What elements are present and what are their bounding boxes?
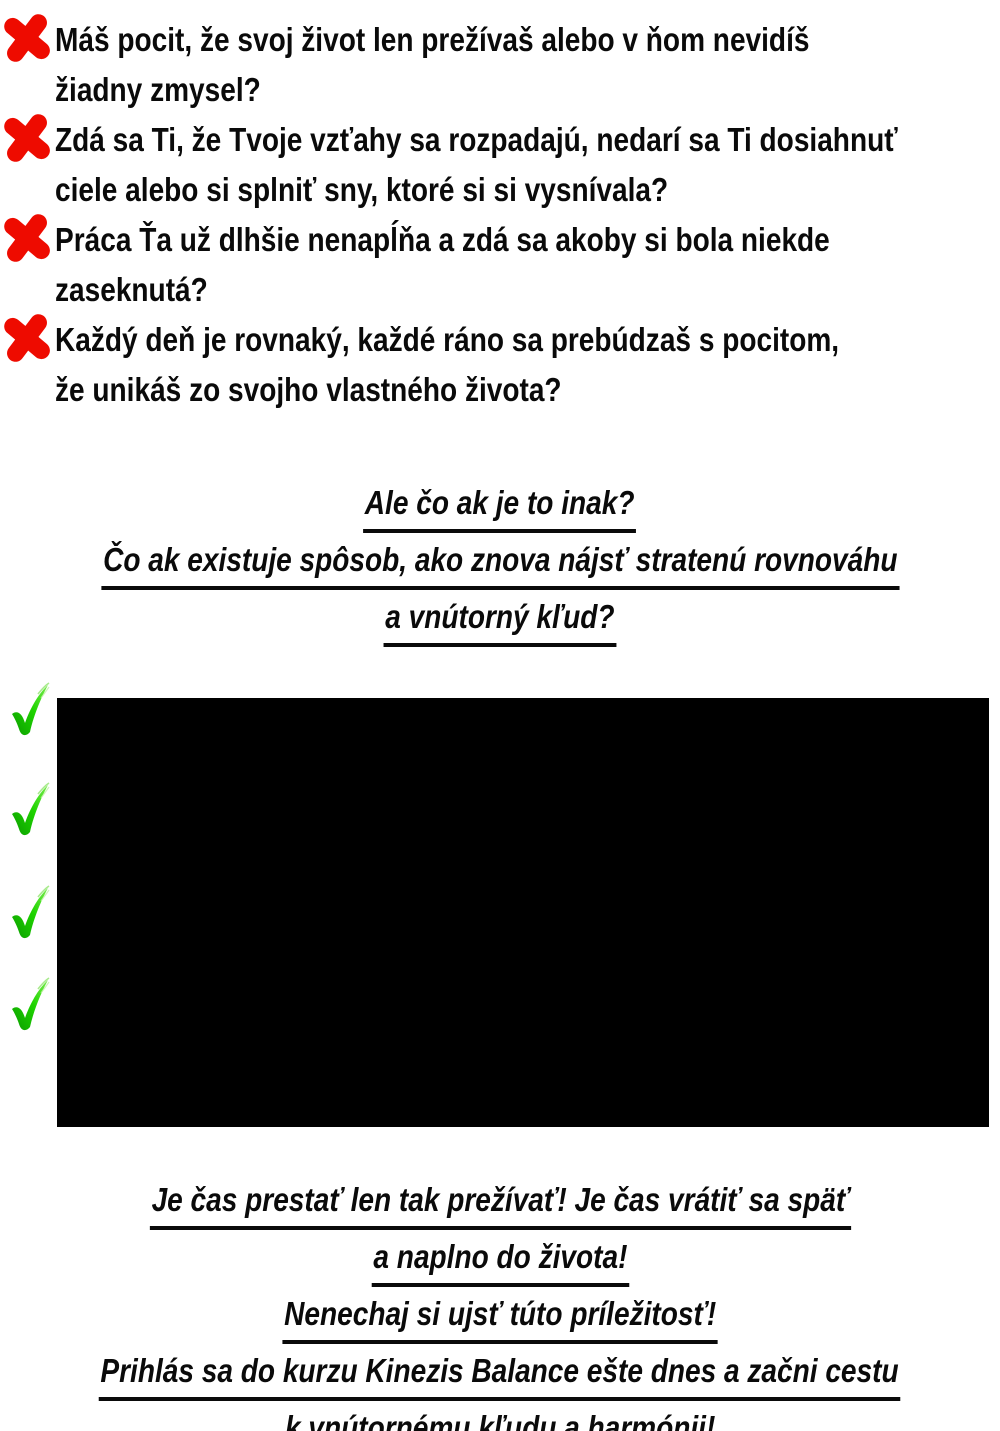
pain-point-text: Zdá sa Ti, že Tvoje vzťahy sa rozpadajú,… [55,121,898,158]
hook-line: Ale čo ak je to inak? [0,478,1000,535]
pain-point-text: Každý deň je rovnaký, každé ráno sa preb… [55,321,840,358]
cta-line: Prihlás sa do kurzu Kinezis Balance ešte… [0,1346,1000,1403]
red-cross-icon [4,14,50,62]
pain-point-text: zaseknutá? [55,271,208,308]
green-check-icon [12,885,50,939]
pain-point-item: Máš pocit, že svoj život len prežívaš al… [2,14,1000,115]
pain-point-text: Máš pocit, že svoj život len prežívaš al… [55,21,810,58]
green-check-icon [12,782,50,836]
cta-line: a naplno do života! [0,1232,1000,1289]
pain-point-list: Máš pocit, že svoj život len prežívaš al… [2,14,1000,415]
redacted-image [57,698,989,1127]
pain-point-item: Každý deň je rovnaký, každé ráno sa preb… [2,314,1000,415]
hook-line: a vnútorný kľud? [0,592,1000,649]
pain-point-text: Práca Ťa už dlhšie nenapĺňa a zdá sa ako… [55,221,830,258]
red-cross-icon [4,214,50,262]
cta-line: Nenechaj si ujsť túto príležitosť! [0,1289,1000,1346]
red-cross-icon [4,114,50,162]
benefits-media-block [0,682,1000,1131]
hook-line: Čo ak existuje spôsob, ako znova nájsť s… [0,535,1000,592]
pain-point-text: ciele alebo si splniť sny, ktoré si si v… [55,171,669,208]
pain-point-item: Zdá sa Ti, že Tvoje vzťahy sa rozpadajú,… [2,114,1000,215]
pain-point-text: že unikáš zo svojho vlastného života? [55,371,562,408]
hook-statement: Ale čo ak je to inak? Čo ak existuje spô… [0,478,1000,649]
cta-line: k vnútornému kľudu a harmónii! [0,1403,1000,1431]
cta-statement: Je čas prestať len tak prežívať! Je čas … [0,1175,1000,1431]
green-check-icon [12,977,50,1031]
green-check-icon [12,682,50,736]
cta-line: Je čas prestať len tak prežívať! Je čas … [0,1175,1000,1232]
red-cross-icon [4,314,50,362]
pain-point-text: žiadny zmysel? [55,71,261,108]
pain-point-item: Práca Ťa už dlhšie nenapĺňa a zdá sa ako… [2,214,1000,315]
